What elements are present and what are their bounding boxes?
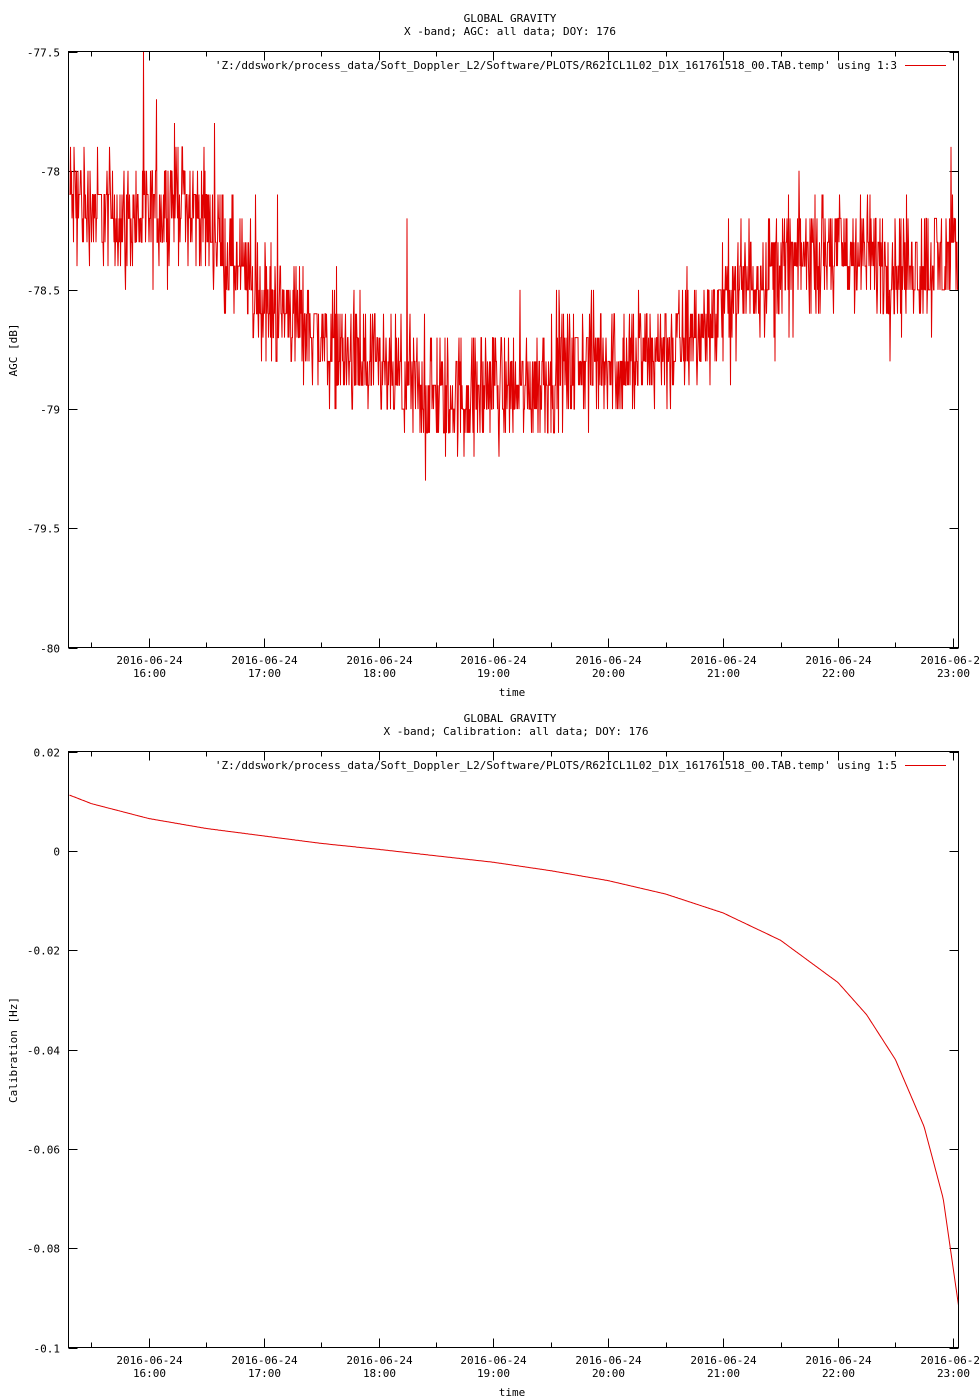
calibration-x-tick-date: 2016-06-24	[920, 1354, 980, 1367]
agc-legend-label: 'Z:/ddswork/process_data/Soft_Doppler_L2…	[215, 59, 897, 72]
calibration-y-tick-label: -0.08	[27, 1243, 60, 1256]
calibration-x-axis-label: time	[499, 1386, 526, 1399]
calibration-x-tick-time: 18:00	[363, 1367, 396, 1380]
agc-x-tick-date: 2016-06-24	[805, 654, 872, 667]
agc-series-line	[69, 51, 958, 481]
calibration-x-tick-time: 21:00	[707, 1367, 740, 1380]
calibration-chart-title: GLOBAL GRAVITY	[464, 712, 557, 725]
agc-chart-title: GLOBAL GRAVITY	[464, 12, 557, 25]
agc-x-tick-time: 18:00	[363, 667, 396, 680]
agc-y-tick-label: -79	[40, 404, 60, 417]
agc-x-tick-time: 21:00	[707, 667, 740, 680]
agc-x-tick-time: 23:00	[937, 667, 970, 680]
calibration-x-tick-time: 17:00	[248, 1367, 281, 1380]
agc-x-tick-date: 2016-06-24	[690, 654, 757, 667]
calibration-x-tick-time: 22:00	[822, 1367, 855, 1380]
agc-x-tick-time: 20:00	[592, 667, 625, 680]
agc-x-axis-label: time	[499, 686, 526, 699]
agc-x-tick-date: 2016-06-24	[575, 654, 642, 667]
agc-y-tick-label: -78.5	[27, 285, 60, 298]
calibration-chart-svg: GLOBAL GRAVITY X -band; Calibration: all…	[7, 712, 980, 1399]
agc-y-tick-label: -80	[40, 643, 60, 656]
agc-x-tick-date: 2016-06-24	[460, 654, 527, 667]
agc-chart-svg: GLOBAL GRAVITY X -band; AGC: all data; D…	[7, 12, 980, 699]
agc-x-tick-date: 2016-06-24	[346, 654, 413, 667]
calibration-series-line	[69, 794, 959, 1306]
agc-y-tick-label: -79.5	[27, 523, 60, 536]
calibration-x-tick-time: 20:00	[592, 1367, 625, 1380]
calibration-x-tick-date: 2016-06-24	[231, 1354, 298, 1367]
calibration-y-tick-label: -0.1	[34, 1343, 61, 1356]
calibration-plot-frame	[68, 751, 959, 1348]
calibration-x-tick-date: 2016-06-24	[575, 1354, 642, 1367]
calibration-x-tick-date: 2016-06-24	[346, 1354, 413, 1367]
calibration-y-tick-label: 0	[53, 846, 60, 859]
calibration-legend-label: 'Z:/ddswork/process_data/Soft_Doppler_L2…	[215, 759, 897, 772]
calibration-y-tick-label: -0.06	[27, 1144, 60, 1157]
calibration-x-tick-date: 2016-06-24	[116, 1354, 183, 1367]
calibration-x-tick-date: 2016-06-24	[690, 1354, 757, 1367]
calibration-x-tick-time: 23:00	[937, 1367, 970, 1380]
calibration-y-tick-label: 0.02	[34, 747, 61, 760]
agc-chart-subtitle: X -band; AGC: all data; DOY: 176	[404, 25, 616, 38]
agc-x-tick-time: 19:00	[477, 667, 510, 680]
agc-x-tick-time: 22:00	[822, 667, 855, 680]
calibration-y-tick-label: -0.02	[27, 945, 60, 958]
agc-y-tick-label: -78	[40, 166, 60, 179]
agc-plot-frame	[68, 51, 959, 648]
calibration-y-axis-label: Calibration [Hz]	[7, 997, 20, 1103]
agc-x-tick-time: 17:00	[248, 667, 281, 680]
calibration-chart-subtitle: X -band; Calibration: all data; DOY: 176	[384, 725, 649, 738]
calibration-x-tick-time: 16:00	[133, 1367, 166, 1380]
calibration-chart-panel: GLOBAL GRAVITY X -band; Calibration: all…	[0, 700, 980, 1400]
calibration-x-tick-date: 2016-06-24	[805, 1354, 872, 1367]
agc-x-tick-date: 2016-06-24	[116, 654, 183, 667]
agc-chart-panel: GLOBAL GRAVITY X -band; AGC: all data; D…	[7, 12, 980, 699]
calibration-x-tick-date: 2016-06-24	[460, 1354, 527, 1367]
agc-x-tick-date: 2016-06-24	[231, 654, 298, 667]
calibration-x-tick-time: 19:00	[477, 1367, 510, 1380]
agc-y-tick-label: -77.5	[27, 47, 60, 60]
agc-x-tick-time: 16:00	[133, 667, 166, 680]
calibration-y-tick-label: -0.04	[27, 1045, 60, 1058]
agc-y-axis-label: AGC [dB]	[7, 324, 20, 377]
agc-x-tick-date: 2016-06-24	[920, 654, 980, 667]
